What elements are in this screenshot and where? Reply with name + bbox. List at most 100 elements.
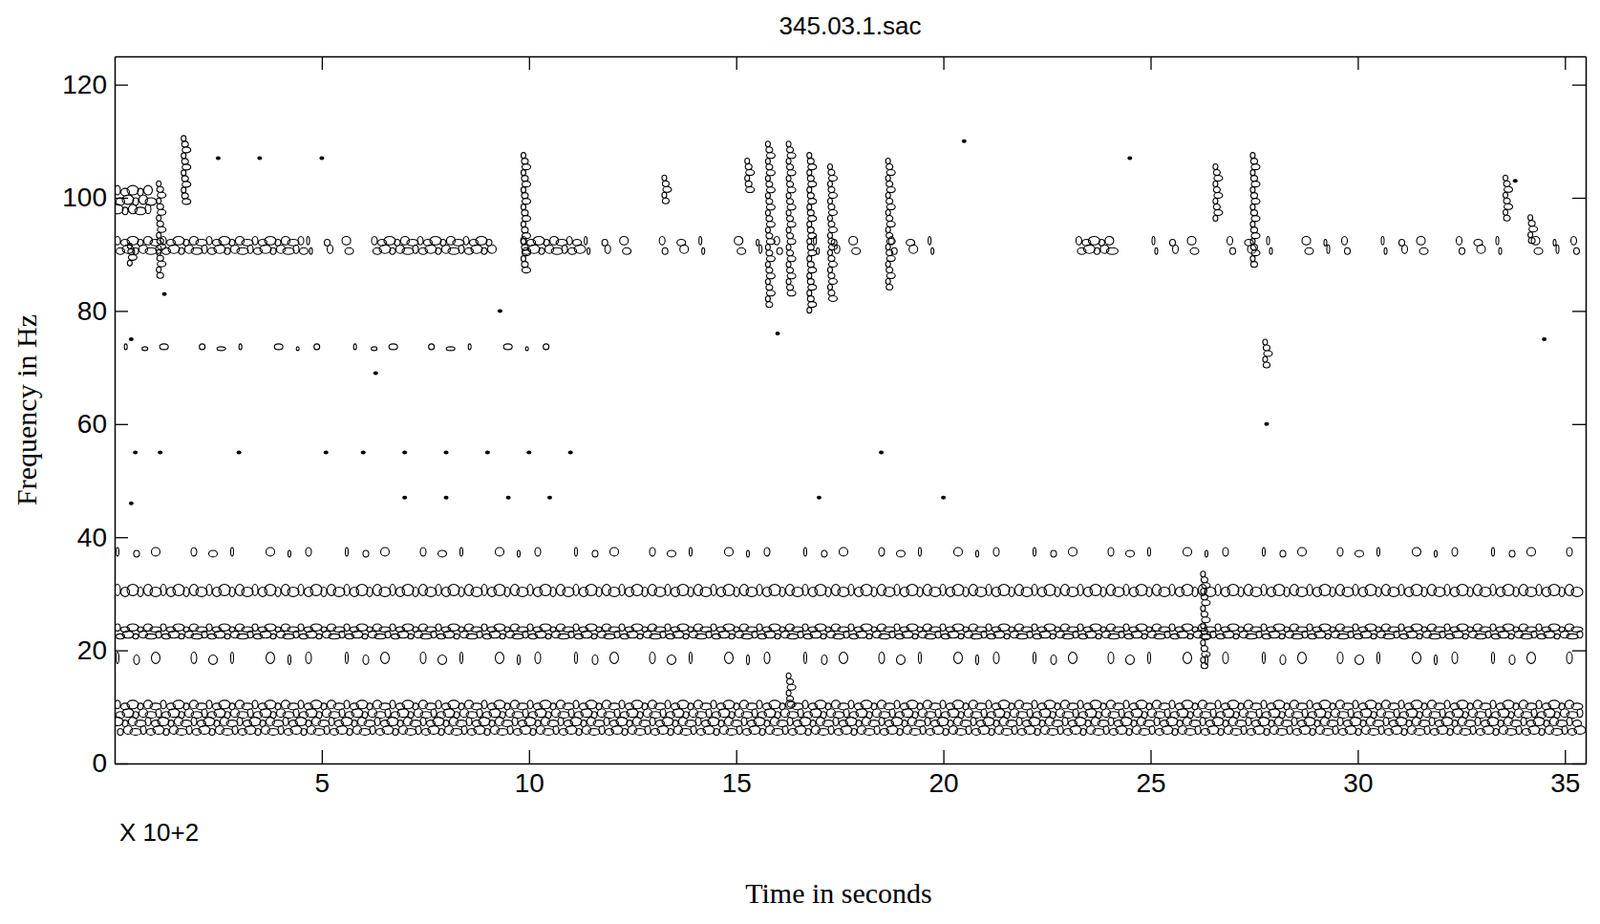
tick	[736, 56, 738, 70]
tick-label: 25	[1135, 768, 1166, 798]
tick-mark	[114, 424, 128, 426]
tick-label: 40	[77, 522, 107, 553]
streak	[1503, 174, 1514, 221]
dot	[444, 495, 449, 500]
tick-mark	[1150, 56, 1152, 70]
dot	[402, 495, 407, 500]
dot	[1263, 422, 1269, 427]
streak	[127, 242, 137, 266]
streak	[520, 152, 531, 274]
tick-mark	[942, 749, 944, 764]
tick-label: 60	[77, 408, 107, 439]
dot	[878, 449, 884, 454]
tick-mark	[529, 56, 531, 70]
tick	[321, 56, 323, 70]
band-segment	[114, 235, 309, 255]
tick: 10	[514, 749, 545, 798]
tick: 15	[722, 749, 752, 798]
tick	[1572, 650, 1586, 652]
dot	[256, 156, 262, 161]
tick	[1564, 56, 1566, 70]
tick-mark	[1564, 749, 1566, 764]
dot	[361, 449, 366, 454]
streak	[156, 180, 167, 278]
tick-mark	[114, 536, 128, 538]
marks	[114, 135, 1586, 736]
tick-label: 35	[1550, 768, 1580, 798]
tick-mark	[1572, 536, 1586, 538]
dot	[236, 449, 242, 454]
streak	[1262, 339, 1273, 368]
x-multiplier: X 10+2	[119, 817, 199, 847]
tick-label: 20	[929, 768, 960, 798]
tick: 30	[1343, 749, 1373, 798]
tick-mark	[1572, 424, 1586, 426]
tick-mark	[321, 56, 323, 70]
dot	[162, 292, 168, 297]
streak	[827, 163, 837, 301]
tick	[1357, 56, 1359, 70]
tick	[1572, 85, 1586, 86]
band-segment	[114, 700, 1586, 736]
dot	[506, 495, 512, 500]
streak	[885, 158, 896, 291]
dot	[568, 449, 574, 454]
tick: 40	[77, 522, 128, 553]
dot	[485, 449, 491, 454]
dot	[444, 449, 449, 454]
tick-mark	[114, 197, 128, 199]
tick-mark	[1572, 197, 1586, 199]
dot	[961, 139, 967, 144]
band-segment	[1152, 235, 1580, 255]
axis-line	[115, 763, 1587, 766]
dot	[402, 449, 407, 454]
dot	[132, 449, 138, 454]
tick-mark	[1572, 649, 1586, 651]
tick: 20	[929, 749, 960, 798]
dot	[497, 308, 503, 313]
axis-line	[115, 56, 1587, 59]
tick-mark	[114, 84, 128, 86]
axis-line	[114, 57, 117, 765]
x-axis-top	[115, 56, 1587, 70]
dot	[157, 449, 163, 454]
band-segment	[124, 343, 550, 351]
tick-label: 0	[91, 747, 107, 778]
tick-mark	[114, 310, 128, 312]
streak	[1200, 571, 1211, 669]
tick-mark	[1572, 310, 1586, 312]
streak	[1250, 152, 1260, 268]
dot	[940, 495, 946, 500]
tick-mark	[736, 56, 738, 70]
tick: 120	[62, 69, 128, 100]
tick: 0	[91, 747, 128, 778]
tick-mark	[529, 749, 531, 764]
tick: 60	[77, 408, 128, 439]
band-segment	[584, 235, 935, 255]
dot	[1513, 178, 1518, 183]
x-axis-title: Time in seconds	[745, 876, 933, 909]
dot	[547, 495, 553, 500]
dot	[1541, 337, 1547, 342]
streak	[661, 174, 672, 204]
tick: 80	[77, 296, 128, 326]
dot	[215, 156, 221, 161]
band-segment	[114, 584, 1583, 598]
axis-line	[1585, 57, 1588, 765]
tick-mark	[114, 763, 128, 765]
tick: 25	[1135, 749, 1166, 798]
tick: 5	[315, 749, 331, 798]
dot	[1127, 156, 1132, 161]
dot	[128, 501, 134, 506]
y-axis: 020406080100120	[62, 57, 128, 779]
tick	[1151, 56, 1152, 70]
y-axis-title: Frequency in Hz	[10, 314, 43, 506]
tick-mark	[1572, 763, 1586, 765]
streak	[1528, 214, 1538, 244]
streak	[181, 135, 192, 205]
dot	[319, 156, 324, 161]
dot	[128, 337, 134, 342]
band-segment	[116, 652, 1574, 665]
streak	[786, 141, 796, 297]
tick-mark	[736, 749, 738, 764]
